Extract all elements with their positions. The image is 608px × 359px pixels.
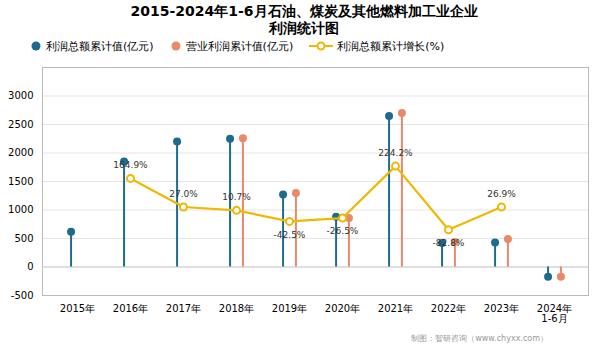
- svg-text:2023年: 2023年: [484, 303, 519, 314]
- svg-text:27.0%: 27.0%: [169, 189, 198, 199]
- html-text:利润总额累计值(亿元): 利润总额累计值(亿元): [46, 39, 154, 53]
- svg-text:26.9%: 26.9%: [487, 189, 516, 199]
- svg-text:-82.8%: -82.8%: [433, 238, 465, 248]
- svg-text:2022年: 2022年: [431, 303, 466, 314]
- html-text:利润总额累计增长(%): 利润总额累计增长(%): [337, 39, 445, 53]
- svg-text:2019年: 2019年: [272, 303, 307, 314]
- svg-text:3000: 3000: [8, 90, 33, 101]
- svg-text:-26.5%: -26.5%: [327, 226, 359, 236]
- svg-text:2024年1-6月: 2024年1-6月: [537, 303, 572, 324]
- svg-text:2020年: 2020年: [325, 303, 360, 314]
- svg-text:0: 0: [27, 261, 33, 272]
- svg-text:2000: 2000: [8, 147, 33, 158]
- svg-text:2018年: 2018年: [219, 303, 254, 314]
- svg-text:-500: -500: [11, 290, 34, 301]
- html-text:2015-2024年1-6月石油、煤炭及其他燃料加工业企业: 2015-2024年1-6月石油、煤炭及其他燃料加工业企业 利润统计图: [130, 3, 478, 36]
- svg-text:500: 500: [14, 233, 33, 244]
- svg-text:1000: 1000: [8, 204, 33, 215]
- svg-text:164.9%: 164.9%: [113, 160, 148, 170]
- svg-text:2016年: 2016年: [113, 303, 148, 314]
- svg-text:10.7%: 10.7%: [222, 192, 251, 202]
- svg-text:2021年: 2021年: [378, 303, 413, 314]
- svg-text:224.2%: 224.2%: [378, 148, 413, 158]
- svg-text:1500: 1500: [8, 176, 33, 187]
- svg-text:2015年: 2015年: [60, 303, 95, 314]
- html-text:营业利润累计值(亿元): 营业利润累计值(亿元): [185, 39, 294, 53]
- svg-text:2017年: 2017年: [166, 303, 201, 314]
- html-text:制图：智研咨询（www.chyxx.com）: 制图：智研咨询（www.chyxx.com）: [411, 334, 548, 343]
- svg-text:-42.5%: -42.5%: [274, 230, 306, 240]
- svg-text:2500: 2500: [8, 119, 33, 130]
